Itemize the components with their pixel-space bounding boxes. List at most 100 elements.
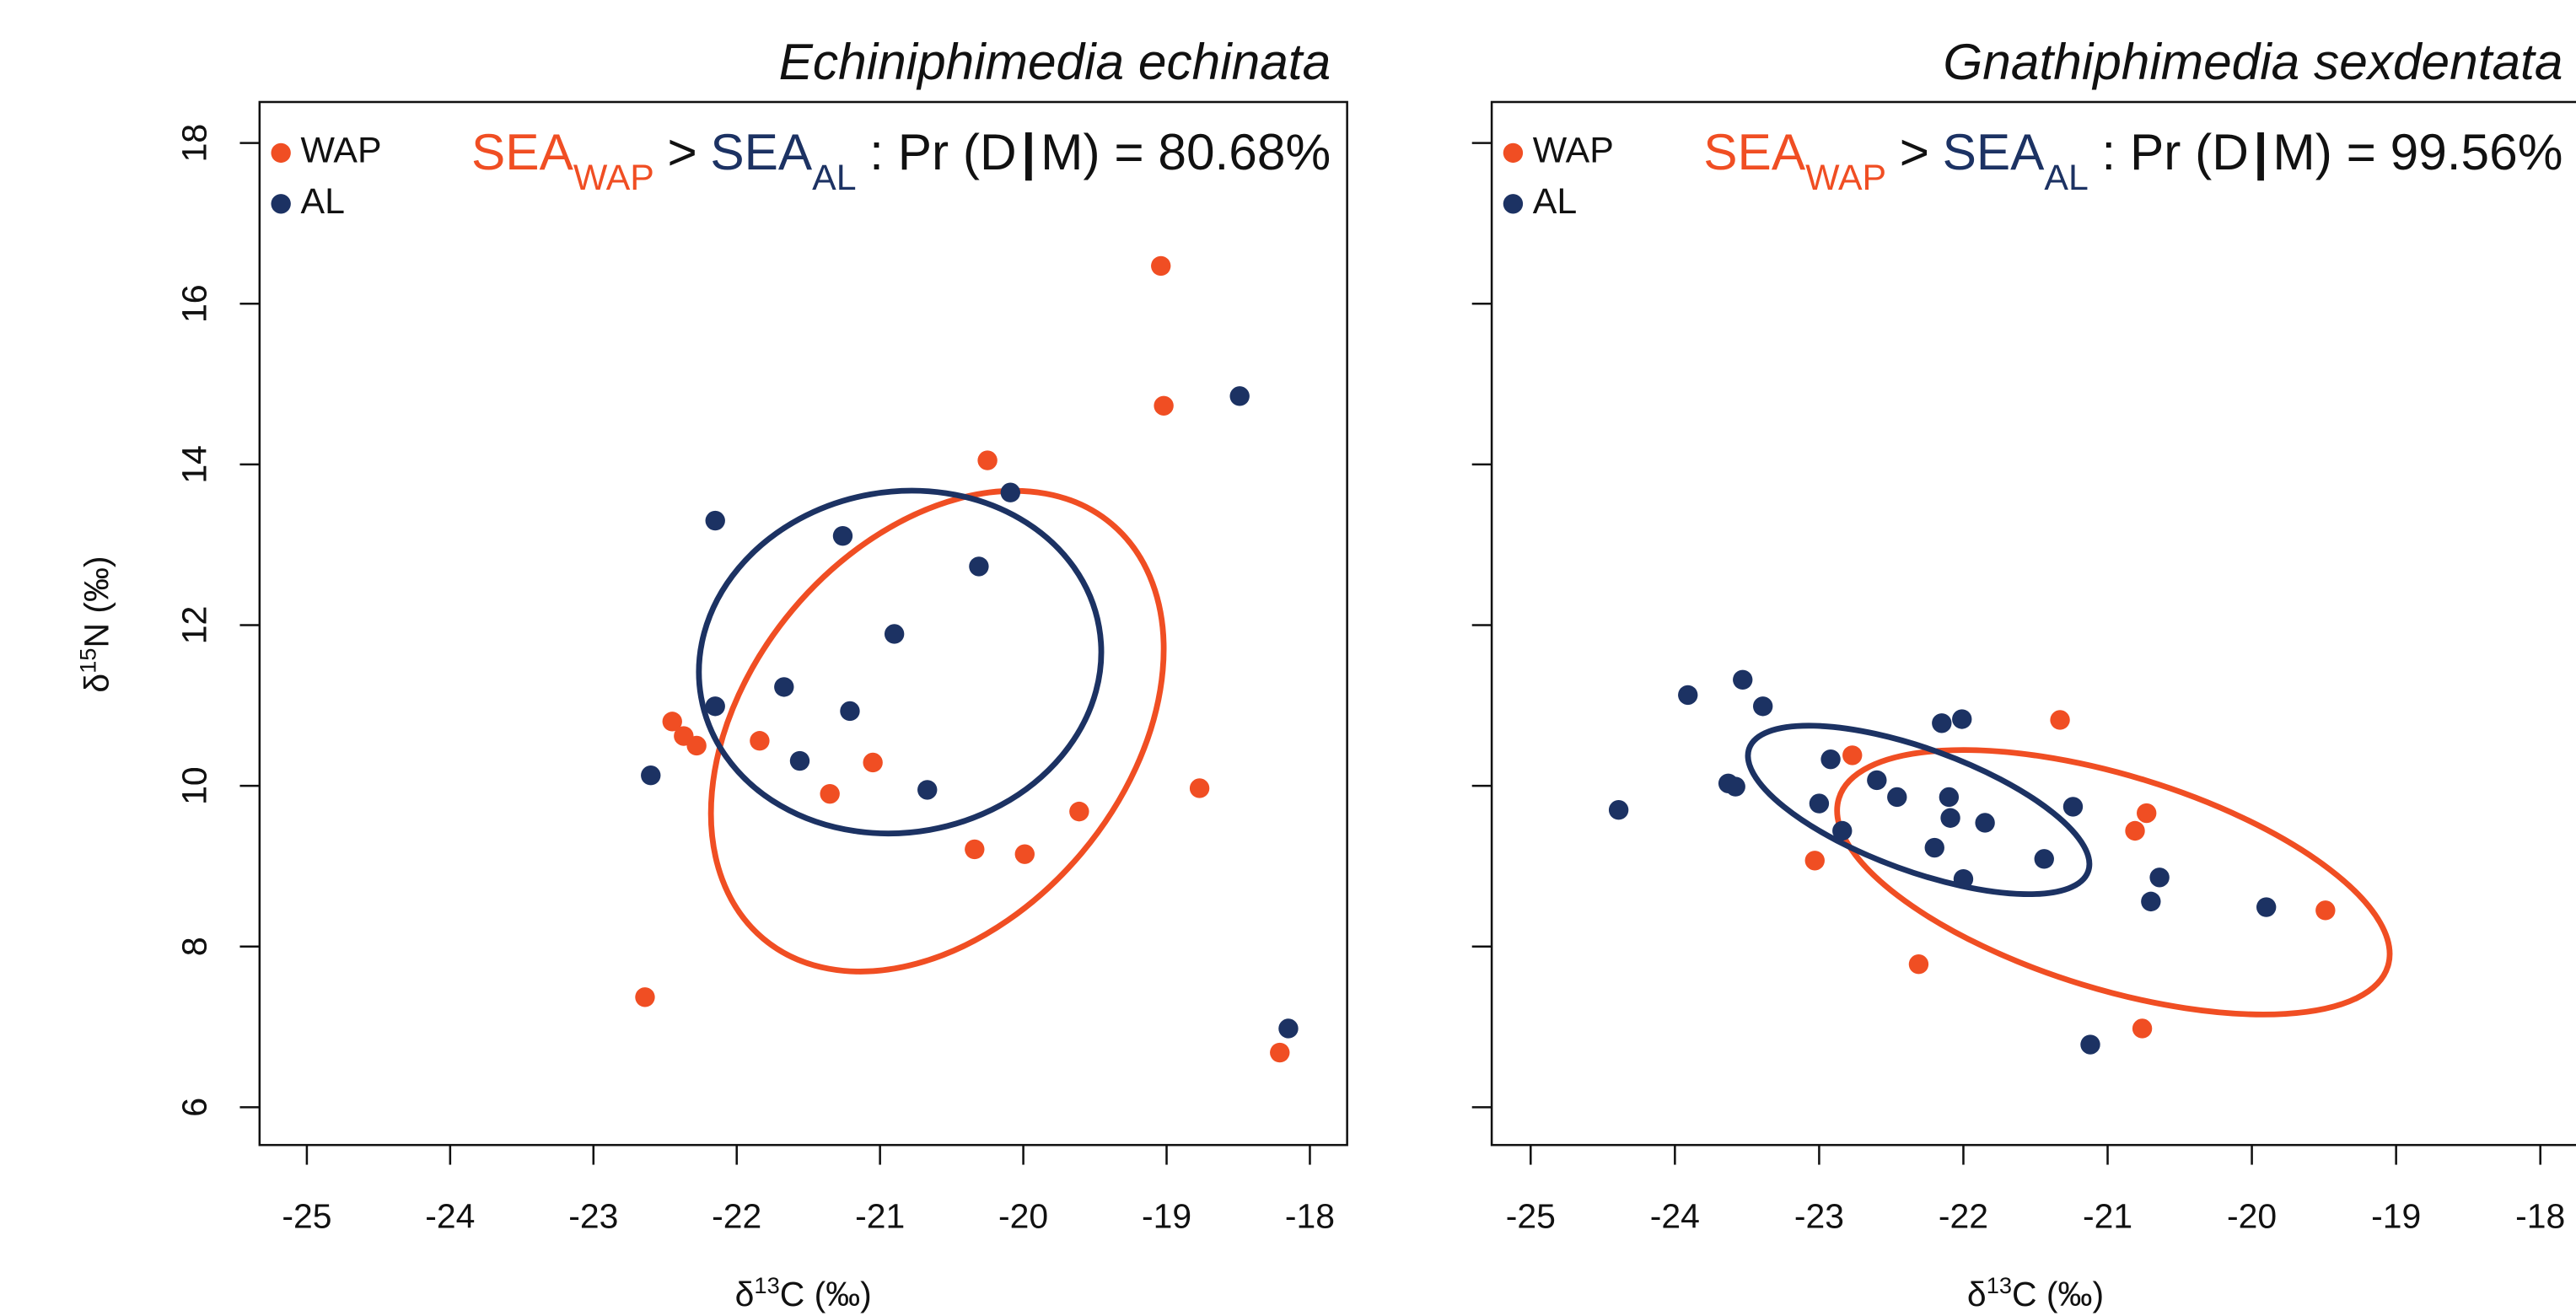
y-tick-label: 18	[175, 124, 214, 163]
sea-ellipse	[696, 487, 1105, 837]
point	[2125, 820, 2145, 841]
point	[789, 750, 810, 771]
y-tick-label: 8	[175, 937, 214, 956]
point	[832, 526, 853, 546]
chart-title: Echiniphimedia echinata	[779, 33, 1331, 90]
point	[1278, 1018, 1299, 1039]
point	[2315, 900, 2336, 921]
annotation-part: AL	[812, 158, 856, 198]
y-tick-label: 10	[175, 766, 214, 805]
point	[2137, 803, 2157, 824]
annotation-part: M) = 80.68%	[1041, 123, 1331, 180]
point	[1887, 787, 1907, 808]
point	[1908, 954, 1929, 975]
legend-marker	[1503, 194, 1524, 214]
point	[1151, 255, 1171, 277]
y-tick-label: 16	[175, 284, 214, 323]
y-tick-label: 14	[175, 445, 214, 484]
annotation: SEAWAP > SEAAL: Pr (D | M) = 99.56%	[1703, 123, 2563, 198]
point	[1229, 386, 1250, 406]
y-tick-label: 16	[175, 284, 214, 323]
legend-label: WAP	[301, 131, 382, 171]
point	[1678, 685, 1698, 706]
x-tick-label: -23	[1794, 1197, 1844, 1236]
x-tick-label: -22	[712, 1197, 761, 1236]
point	[2132, 1018, 2153, 1039]
point	[965, 839, 985, 860]
sea-ellipse	[1745, 722, 2093, 898]
x-axis-label-part: C (‰)	[780, 1275, 872, 1313]
point	[2050, 710, 2070, 730]
y-tick-label: 18	[175, 124, 214, 163]
point	[1932, 713, 1952, 733]
point	[1939, 787, 1960, 808]
point	[1975, 813, 1995, 833]
x-tick-label: -22	[1939, 1197, 1988, 1236]
y-tick-label: 12	[175, 606, 214, 645]
y-tick-label: 12	[175, 606, 214, 645]
point	[1832, 820, 1853, 841]
point	[1014, 844, 1035, 864]
point	[635, 987, 655, 1007]
annotation-part: AL	[2044, 158, 2088, 198]
point	[1725, 776, 1745, 797]
annotation: SEAWAP > SEAAL: Pr (D | M) = 80.68%	[471, 123, 1331, 198]
point	[1842, 745, 1863, 765]
plot-frame	[1490, 100, 2576, 1147]
annotation-part: >	[667, 123, 696, 180]
point	[1733, 669, 1753, 690]
point	[1940, 808, 1960, 828]
annotation-part: WAP	[573, 158, 654, 198]
x-tick-label: -20	[998, 1197, 1048, 1236]
point	[705, 696, 725, 717]
x-tick-label: -24	[1650, 1197, 1700, 1236]
point	[1000, 482, 1020, 502]
point	[1809, 793, 1830, 814]
sea-ellipse	[1834, 747, 2393, 1018]
point	[977, 450, 998, 470]
point	[686, 735, 707, 756]
annotation-part: M) = 99.56%	[2272, 123, 2563, 180]
x-axis-label-part: 13	[754, 1272, 779, 1298]
point	[750, 731, 770, 751]
point	[705, 510, 725, 531]
legend-label: AL	[301, 181, 345, 222]
x-tick-label: -18	[2515, 1197, 2565, 1236]
point	[774, 677, 794, 697]
point	[969, 556, 989, 577]
x-tick-label: -24	[425, 1197, 475, 1236]
plot-frame	[258, 100, 1348, 1147]
legend-marker	[271, 142, 291, 164]
annotation-part: |	[2254, 123, 2268, 182]
x-tick-label: -19	[2371, 1197, 2421, 1236]
y-axis-label-part: δ	[78, 674, 116, 693]
y-axis-label-part: N (‰)	[78, 556, 116, 647]
annotation-part: >	[1900, 123, 1929, 180]
y-tick-label: 14	[175, 445, 214, 484]
x-axis-label-part: 13	[1987, 1272, 2012, 1298]
x-tick-label: -19	[1142, 1197, 1191, 1236]
x-axis-label-part: δ	[1967, 1275, 1987, 1313]
point	[1270, 1042, 1290, 1063]
point	[2080, 1034, 2100, 1055]
y-tick-label: 8	[175, 937, 214, 956]
annotation-part: WAP	[1805, 158, 1886, 198]
point	[1154, 395, 1174, 416]
point	[1953, 868, 1974, 889]
x-axis-label: δ13C (‰)	[735, 1272, 872, 1313]
legend-marker	[1503, 142, 1524, 164]
annotation-part: SEA	[471, 123, 574, 180]
point	[1952, 709, 1972, 729]
y-axis-label-part: 15	[74, 648, 100, 674]
x-tick-label: -20	[2227, 1197, 2277, 1236]
legend-label: WAP	[1533, 131, 1614, 171]
annotation-part: : Pr (D	[2101, 123, 2248, 180]
annotation-part: SEA	[710, 123, 813, 180]
point	[641, 765, 661, 786]
point	[2256, 897, 2277, 917]
x-tick-label: -23	[568, 1197, 618, 1236]
x-tick-label: -25	[282, 1197, 331, 1236]
annotation-part: SEA	[1943, 123, 2046, 180]
